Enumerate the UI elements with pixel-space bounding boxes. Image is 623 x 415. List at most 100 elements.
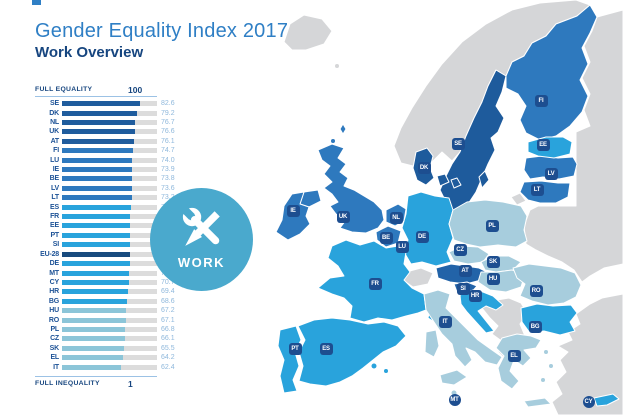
work-label: WORK	[177, 255, 226, 270]
map-badge-hu: HU	[486, 273, 500, 285]
bar-value: 79.2	[161, 109, 175, 117]
bar-value: 66.1	[161, 335, 175, 343]
bar	[62, 279, 130, 285]
map-badge-lv: LV	[544, 168, 558, 180]
country-uk-shape	[317, 143, 385, 234]
bar-value: 70.7	[161, 278, 175, 286]
bar-value: 73.9	[161, 166, 175, 174]
country-es-shape	[297, 317, 407, 387]
map-badge-it: IT	[438, 316, 452, 328]
bar	[62, 157, 133, 163]
country-code-label: UK	[49, 128, 59, 136]
map-badge-uk: UK	[336, 211, 350, 223]
country-it-sardinia-shape	[424, 329, 440, 358]
bar-value: 76.7	[161, 119, 175, 127]
page-subtitle: Work Overview	[35, 44, 144, 61]
country-code-label: BG	[48, 297, 59, 305]
country-code-label: EU-28	[40, 250, 59, 258]
bar-track	[62, 110, 157, 116]
europe-map: FI SE EE DK LV LT IE UK NL PL DE BE LU CZ SK AT HU FR SI RO…	[240, 0, 623, 415]
map-badge-cz: CZ	[453, 244, 467, 256]
wrench-notch	[177, 203, 195, 220]
country-code-label: MT	[49, 269, 59, 277]
country-code-label: RO	[48, 316, 59, 324]
bar-track	[62, 223, 157, 229]
bar-track	[62, 120, 157, 126]
country-code-label: PT	[50, 231, 59, 239]
country-cy-shape	[593, 393, 620, 407]
bar-track	[62, 204, 157, 210]
map-badge-el: EL	[507, 350, 521, 362]
bar-row: BE 73.8	[35, 174, 225, 183]
bar-track	[62, 279, 157, 285]
bar	[62, 308, 126, 314]
map-badge-nl: NL	[389, 212, 403, 224]
page-title: Gender Equality Index 2017	[35, 20, 289, 42]
logo-fragment	[32, 0, 41, 5]
bar-track	[62, 176, 157, 182]
bar-track	[62, 336, 157, 342]
bar-row: SE 82.6	[35, 99, 225, 108]
map-badge-at: AT	[458, 265, 472, 277]
bar-track	[62, 261, 157, 267]
bar-track	[62, 242, 157, 248]
bar-value: 64.2	[161, 354, 175, 362]
scale-bottom-value: 1	[128, 379, 133, 389]
bar-value: 67.2	[161, 307, 175, 315]
map-badge-es: ES	[319, 343, 333, 355]
map-badge-de: DE	[415, 231, 429, 243]
country-code-label: DK	[49, 109, 59, 117]
scale-bottom-rule	[35, 376, 157, 377]
map-badge-se: SE	[451, 138, 465, 150]
country-el-crete-shape	[523, 397, 552, 408]
map-badge-ro: RO	[529, 285, 543, 297]
bar	[62, 223, 131, 229]
country-dk-islands2-shape	[450, 177, 462, 189]
country-code-label: EE	[50, 222, 59, 230]
country-el-island-shape	[544, 350, 548, 354]
bar	[62, 242, 131, 248]
work-circle: WORK	[150, 188, 253, 291]
bar-row: EL 64.2	[35, 353, 225, 362]
bar-track	[62, 185, 157, 191]
bar-track	[62, 129, 157, 135]
bar-row: NL 76.7	[35, 118, 225, 127]
country-faroe-shape	[335, 64, 339, 68]
bar-track	[62, 157, 157, 163]
bar-track	[62, 214, 157, 220]
bar	[62, 270, 130, 276]
bar-track	[62, 326, 157, 332]
bar-value: 76.6	[161, 128, 175, 136]
bar-value: 74.0	[161, 156, 175, 164]
scale-top-label: FULL EQUALITY	[35, 86, 93, 93]
country-code-label: BE	[49, 175, 60, 183]
country-it-shape	[423, 289, 503, 368]
bar-track	[62, 364, 157, 370]
bar-track	[62, 138, 157, 144]
country-turkey-shape	[551, 293, 623, 415]
country-code-label: EL	[50, 354, 59, 362]
country-it-sicily-shape	[439, 369, 468, 386]
bar-track	[62, 167, 157, 173]
bar-row: FI 74.7	[35, 146, 225, 155]
bar-track	[62, 195, 157, 201]
country-de-shape	[401, 191, 454, 267]
country-code-label: AT	[50, 137, 60, 145]
bar-track	[62, 355, 157, 361]
country-code-label: IE	[52, 166, 59, 174]
country-code-label: FI	[53, 147, 59, 155]
bar	[62, 232, 131, 238]
bar-row: DK 79.2	[35, 108, 225, 117]
bar	[62, 326, 126, 332]
bar-value: 68.6	[161, 297, 175, 305]
map-badge-dk: DK	[417, 162, 431, 174]
bar-track	[62, 101, 157, 107]
bar	[62, 167, 133, 173]
bar	[62, 317, 126, 323]
bar	[62, 204, 131, 210]
bar-track	[62, 308, 157, 314]
bar-row: RO 67.1	[35, 315, 225, 324]
country-el-island3-shape	[541, 378, 545, 382]
bar-row: SK 65.5	[35, 344, 225, 353]
